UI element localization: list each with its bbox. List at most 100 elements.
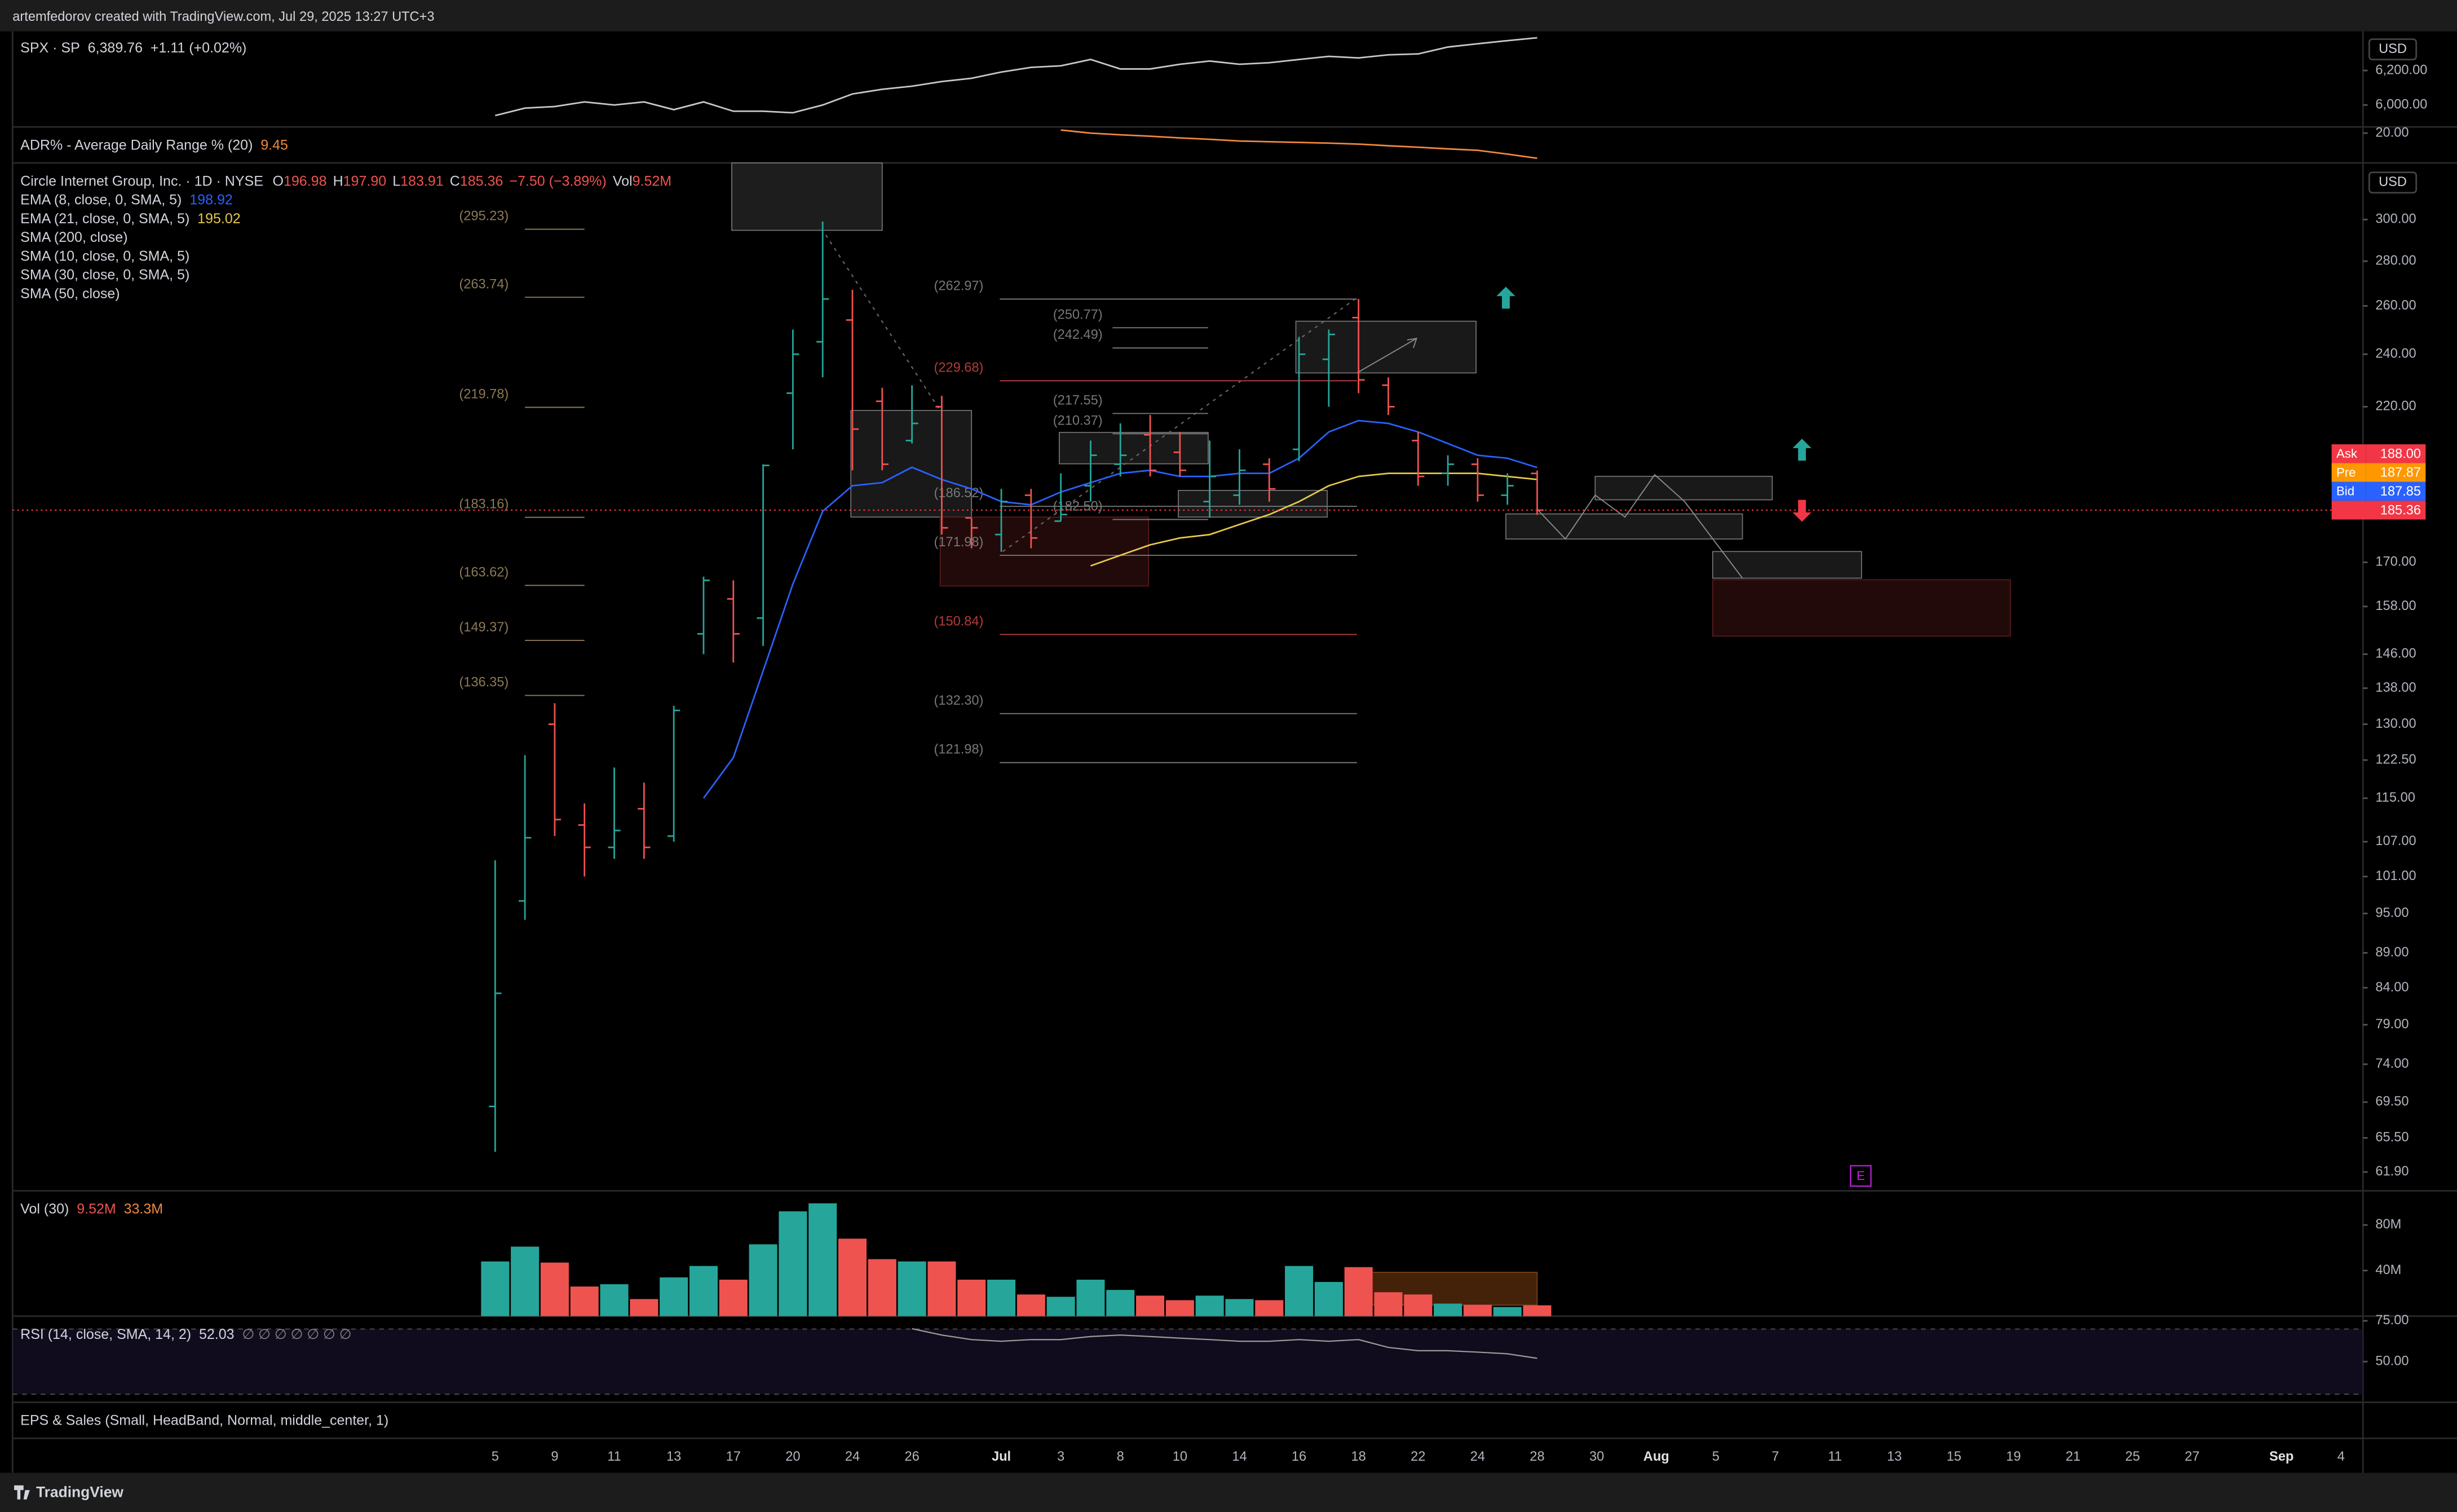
legend-name: EMA (8, close, 0, SMA, 5) (20, 192, 182, 207)
legend-name: Vol (30) (20, 1201, 69, 1217)
arrow-up (1496, 286, 1515, 309)
legend-symbol: SPX · SP (20, 40, 80, 56)
volume-bar (1106, 1290, 1135, 1316)
range-box (1505, 513, 1743, 540)
volume-bar (689, 1266, 718, 1316)
rsi-line (912, 1328, 1537, 1359)
volume-bar (1344, 1267, 1373, 1316)
y-tick-label: 69.50 (2375, 1094, 2409, 1109)
x-tick-label: 24 (1470, 1449, 1485, 1464)
earnings-box (1850, 1165, 1872, 1187)
header-bar (0, 0, 2457, 32)
volume-bar (1404, 1294, 1433, 1316)
projection-arrow (1356, 338, 1417, 374)
legend-key: C (450, 173, 460, 189)
volume-bar (838, 1239, 867, 1316)
currency-box (2368, 38, 2418, 61)
price-tag-value-bg (2366, 481, 2426, 501)
level-label: (136.35) (459, 675, 509, 690)
x-tick-label: 16 (1292, 1449, 1306, 1464)
level-label: (250.77) (1053, 307, 1103, 322)
legend-value: 185.36 (460, 173, 503, 189)
legend-value: 9.52M (77, 1201, 116, 1217)
earnings-marker: E (1857, 1169, 1865, 1183)
x-tick-label: 28 (1530, 1449, 1544, 1464)
level-label: (219.78) (459, 387, 509, 402)
legend-extra: ∅ ∅ ∅ ∅ ∅ ∅ ∅ (242, 1327, 351, 1342)
legend-key: L (392, 173, 400, 189)
header-text: artemfedorov created with TradingView.co… (12, 10, 434, 24)
level-label: (263.74) (459, 277, 509, 291)
y-tick-label: 89.00 (2375, 945, 2409, 960)
y-tick-label: 138.00 (2375, 680, 2416, 695)
level-label: (183.16) (459, 497, 509, 512)
y-tick-label: 95.00 (2375, 906, 2409, 921)
price-tag-value: 188.00 (2380, 446, 2421, 461)
indicator-legend: SMA (10, close, 0, SMA, 5) (20, 248, 189, 264)
volume-bar (511, 1246, 540, 1316)
currency-label: USD (2379, 175, 2407, 189)
level-label: (163.62) (459, 565, 509, 580)
legend-value: 9.45 (260, 137, 288, 153)
x-tick-label: 22 (1411, 1449, 1425, 1464)
volume-bar (1076, 1279, 1105, 1316)
volume-bar (957, 1279, 986, 1316)
level-label: (171.98) (934, 535, 983, 550)
legend-price: 6,389.76 (88, 40, 143, 56)
logo-mark (14, 1485, 30, 1500)
volume-bar (1434, 1303, 1462, 1316)
x-tick-label: 25 (2125, 1449, 2140, 1464)
price-tag-name: Bid (2336, 484, 2354, 498)
y-tick-label: 115.00 (2375, 790, 2415, 805)
volume-bar (927, 1261, 956, 1316)
drawings (731, 162, 2011, 1306)
volume-bar (540, 1262, 569, 1316)
rsi-legend: RSI (14, close, SMA, 14, 2) 52.03 ∅ ∅ ∅ ∅ … (20, 1327, 351, 1342)
y-tick-label: 130.00 (2375, 717, 2416, 731)
x-tick-label: 30 (1589, 1449, 1604, 1464)
legend-change: +1.11 (+0.02%) (151, 40, 246, 56)
adr-line (1060, 129, 1537, 160)
y-tick-label: 80M (2375, 1217, 2401, 1232)
volume-bar (1136, 1296, 1165, 1316)
x-tick-label: Aug (1643, 1449, 1669, 1464)
currency-label: USD (2379, 42, 2407, 56)
range-box (731, 162, 883, 231)
legend-key: H (333, 173, 343, 189)
level-label: (295.23) (459, 209, 509, 224)
x-tick-label: 14 (1232, 1449, 1247, 1464)
footer-bar (0, 1473, 2457, 1512)
moving-average-line (1090, 472, 1537, 567)
x-tick-label: 13 (1887, 1449, 1902, 1464)
rsi-band (12, 1329, 2363, 1395)
volume-bar (1046, 1297, 1075, 1316)
y-tick-label: 84.00 (2375, 980, 2409, 994)
level-label: (217.55) (1053, 393, 1103, 408)
x-tick-label: 8 (1117, 1449, 1124, 1464)
volume-bar (779, 1211, 807, 1316)
x-tick-label: 18 (1351, 1449, 1366, 1464)
y-tick-label: 74.00 (2375, 1056, 2409, 1071)
zone-box (1712, 579, 2011, 637)
y-tick-label: 107.00 (2375, 834, 2416, 848)
legend-value: 195.02 (197, 211, 240, 227)
volume-bar (630, 1299, 659, 1316)
volume-bar (600, 1284, 629, 1316)
y-tick-label: 170.00 (2375, 555, 2416, 569)
volume-bar (868, 1259, 896, 1316)
y-tick-label: 50.00 (2375, 1354, 2409, 1368)
y-tick-label: 220.00 (2375, 399, 2416, 414)
x-tick-label: 21 (2066, 1449, 2080, 1464)
x-tick-label: 5 (1712, 1449, 1720, 1464)
last-price-tag (2331, 501, 2426, 520)
legend-key: Vol (613, 173, 633, 189)
last-price-label: 185.36 (2380, 503, 2421, 518)
range-box (1059, 432, 1209, 465)
x-tick-label: 10 (1173, 1449, 1187, 1464)
legend-change: −7.50 (−3.89%) (509, 173, 606, 189)
volume-bar (749, 1244, 777, 1316)
price-tag-name: Ask (2336, 446, 2358, 461)
x-tick-label: 7 (1771, 1449, 1779, 1464)
legend-name: RSI (14, close, SMA, 14, 2) (20, 1327, 191, 1342)
